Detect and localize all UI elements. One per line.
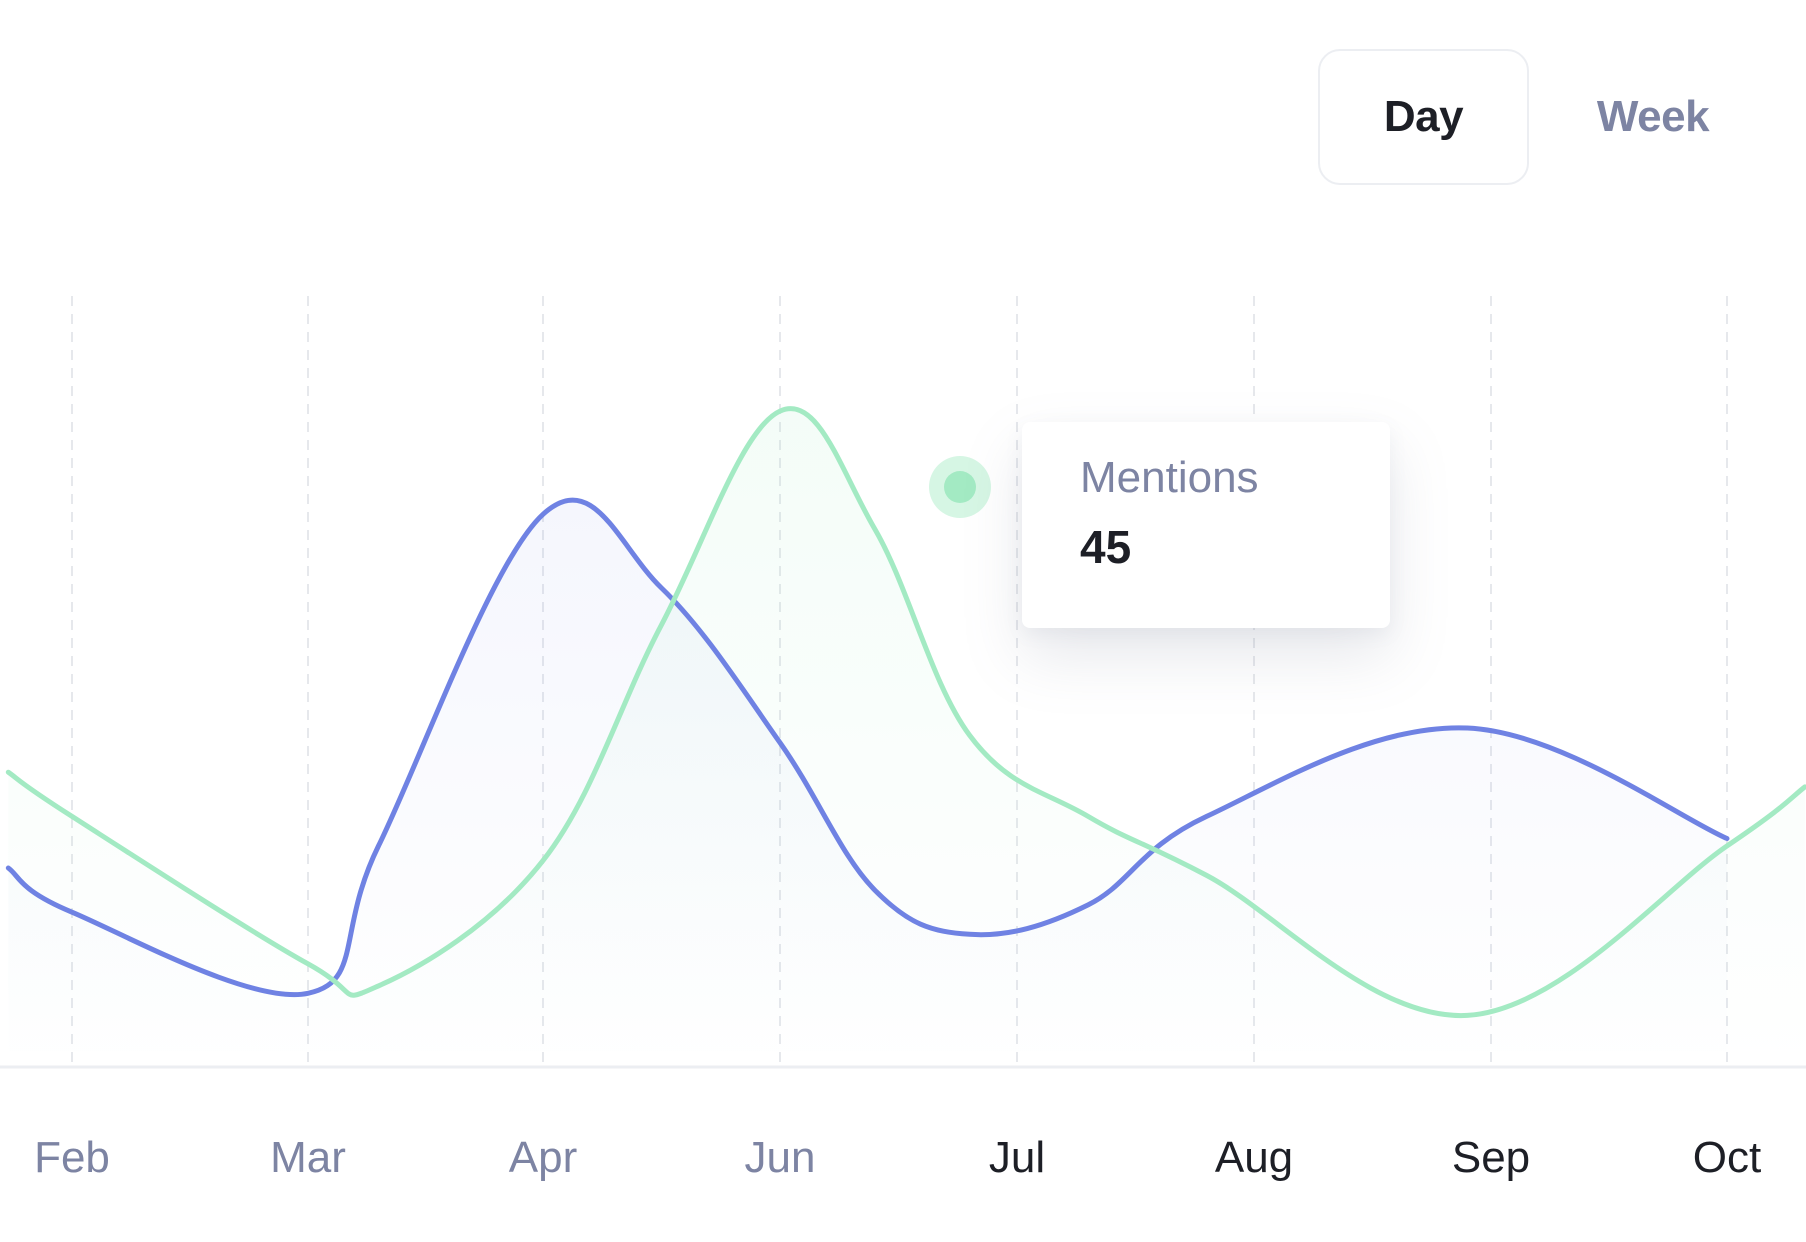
chart-tooltip: Mentions 45 — [1022, 422, 1390, 628]
x-axis-label-sep: Sep — [1452, 1133, 1530, 1182]
x-axis-label-jul: Jul — [989, 1133, 1045, 1182]
series-blue-area — [8, 500, 1727, 1067]
period-toggle: Day Week — [1318, 49, 1788, 185]
series-blue-line — [5, 497, 1730, 998]
day-toggle-button[interactable]: Day — [1318, 49, 1529, 185]
series-lines — [5, 406, 1806, 1018]
series-green-line — [5, 406, 1806, 1018]
area-fills — [8, 408, 1805, 1067]
x-axis-label-oct: Oct — [1693, 1133, 1761, 1182]
tooltip-label: Mentions — [1080, 453, 1259, 502]
x-axis-label-feb: Feb — [34, 1133, 110, 1182]
x-axis-labels: Feb Mar Apr Jun Jul Aug Sep Oct — [34, 1133, 1761, 1182]
week-toggle-button[interactable]: Week — [1596, 92, 1710, 141]
x-axis-label-mar: Mar — [270, 1133, 346, 1182]
x-axis-label-aug: Aug — [1215, 1133, 1293, 1182]
highlight-marker-group — [929, 456, 991, 518]
x-axis-label-jun: Jun — [745, 1133, 816, 1182]
highlight-point[interactable] — [944, 471, 976, 503]
series-green-area — [8, 408, 1805, 1067]
tooltip-value: 45 — [1080, 521, 1132, 573]
x-axis-label-apr: Apr — [509, 1133, 577, 1182]
